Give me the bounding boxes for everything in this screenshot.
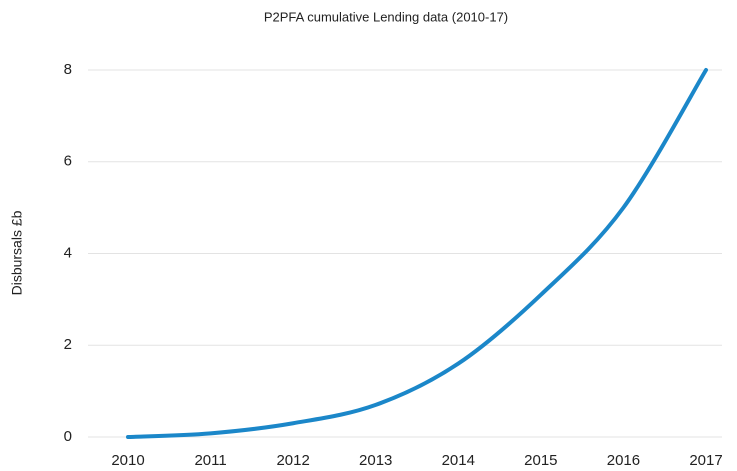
x-tick-label: 2011	[194, 452, 226, 469]
y-tick-label: 6	[64, 153, 72, 170]
x-tick-label: 2012	[276, 452, 309, 469]
x-tick-label: 2015	[524, 452, 557, 469]
x-tick-label: 2017	[689, 452, 722, 469]
y-axis-label: Disbursals £b	[9, 210, 25, 295]
y-tick-label: 4	[64, 244, 72, 261]
chart-title: P2PFA cumulative Lending data (2010-17)	[264, 9, 508, 24]
y-tick-label: 2	[64, 336, 72, 353]
y-tick-label: 8	[64, 61, 72, 78]
x-tick-label: 2013	[359, 452, 392, 469]
x-tick-label: 2014	[442, 452, 475, 469]
x-tick-label: 2016	[607, 452, 640, 469]
y-tick-label: 0	[64, 428, 72, 445]
line-series	[126, 68, 708, 439]
x-tick-label: 2010	[111, 452, 144, 469]
